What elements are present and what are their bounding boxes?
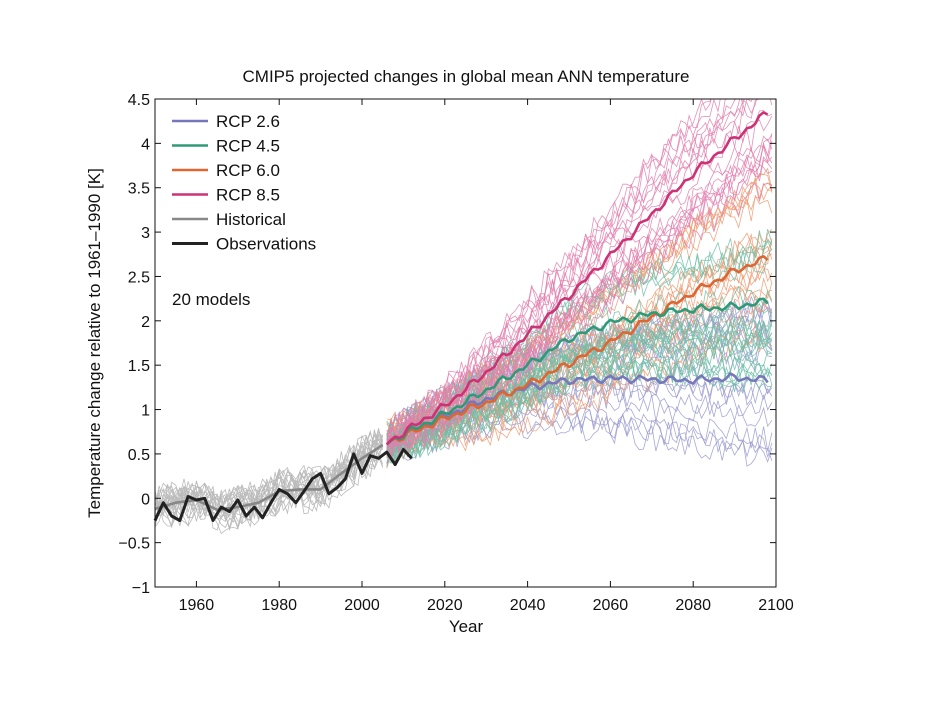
y-tick-label: −0.5	[118, 536, 150, 553]
plot-frame	[154, 98, 777, 588]
y-tick-label: 3.5	[128, 181, 150, 198]
x-axis: 1960 1980 2000 2020 2040 2060 2080 2100	[179, 99, 794, 614]
scenario-model-line	[386, 358, 773, 464]
x-axis-label: Year	[449, 617, 484, 636]
y-tick-label: 1	[141, 403, 150, 420]
historical-model-line	[155, 429, 383, 514]
models-annotation: 20 models	[172, 290, 250, 309]
model-ensemble-lines	[155, 99, 773, 535]
x-tick-label: 2060	[593, 597, 629, 614]
scenario-model-line	[386, 159, 773, 449]
y-tick-label: 0	[141, 491, 150, 508]
x-tick-label: 2100	[758, 597, 794, 614]
y-tick-label: 2	[141, 314, 150, 331]
legend-label: Observations	[216, 235, 316, 254]
scenario-model-line	[386, 99, 745, 443]
historical-model-line	[155, 434, 384, 516]
series-line-rcp-8-5	[385, 111, 769, 446]
scenario-model-line	[386, 99, 721, 446]
historical-model-line	[155, 443, 384, 532]
y-axis-label: Temperature change relative to 1961–1990…	[85, 168, 104, 518]
y-tick-label: −1	[132, 580, 150, 597]
y-tick-label: 4.5	[128, 92, 150, 109]
x-tick-label: 2040	[510, 597, 546, 614]
scenario-model-line	[386, 354, 773, 460]
series-line-rcp-2-6	[385, 372, 769, 446]
series-line-rcp-4-5	[385, 297, 769, 446]
scenario-model-line	[386, 329, 773, 459]
legend-label: Historical	[216, 210, 286, 229]
scenario-model-line	[386, 99, 712, 437]
legend: RCP 2.6 RCP 4.5 RCP 6.0 RCP 8.5 Historical Ob…	[172, 112, 316, 254]
y-tick-label: 1.5	[128, 358, 150, 375]
series-lines	[153, 111, 769, 522]
scenario-model-line	[386, 99, 727, 445]
scenario-model-line	[386, 99, 736, 442]
scenario-model-line	[386, 99, 741, 451]
y-tick-label: 4	[141, 136, 150, 153]
legend-label: RCP 8.5	[216, 186, 280, 205]
x-tick-label: 2080	[675, 597, 711, 614]
legend-label: RCP 4.5	[216, 137, 280, 156]
series-line-historical	[154, 443, 384, 512]
chart-title: CMIP5 projected changes in global mean A…	[243, 67, 690, 86]
x-tick-label: 2020	[427, 597, 463, 614]
series-line-rcp-6-0	[385, 255, 769, 446]
scenario-model-line	[386, 99, 773, 444]
y-tick-label: 3	[141, 225, 150, 242]
x-tick-label: 2000	[344, 597, 380, 614]
x-tick-label: 1960	[179, 597, 215, 614]
y-tick-label: 0.5	[128, 447, 150, 464]
series-line-observations	[153, 448, 413, 522]
scenario-model-line	[386, 133, 773, 449]
scenario-model-line	[386, 115, 773, 456]
y-tick-label: 2.5	[128, 269, 150, 286]
scenario-model-line	[386, 239, 773, 440]
historical-model-line	[155, 430, 384, 512]
x-tick-label: 1980	[261, 597, 297, 614]
y-axis: −1 −0.5 0 0.5 1 1.5 2 2.5 3 3.5 4 4.5	[118, 92, 776, 597]
scenario-model-line	[386, 406, 773, 458]
legend-label: RCP 6.0	[216, 161, 280, 180]
legend-label: RCP 2.6	[216, 112, 280, 131]
